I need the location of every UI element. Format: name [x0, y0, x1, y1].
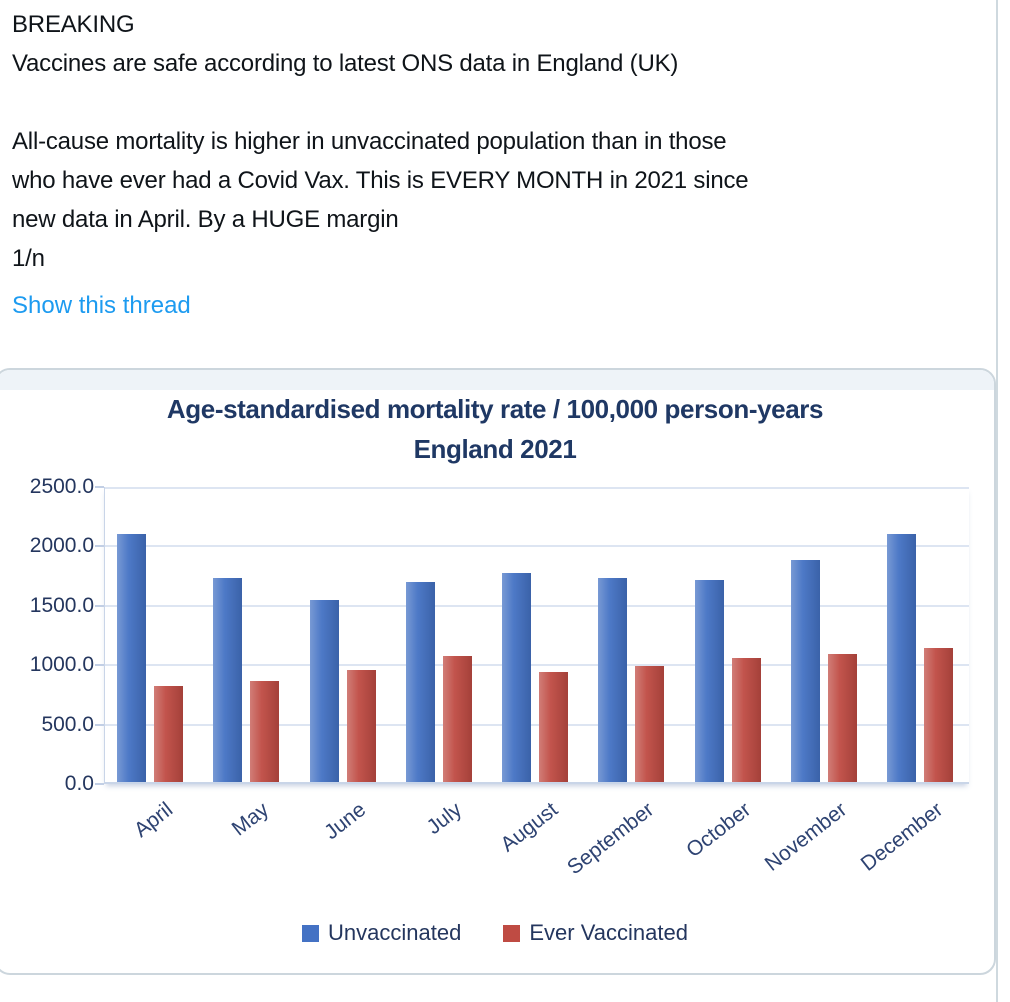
legend-label-ever-vaccinated: Ever Vaccinated — [529, 920, 688, 945]
bar-unvaccinated-august — [502, 572, 531, 783]
bar-unvaccinated-april — [117, 533, 146, 783]
show-thread-link[interactable]: Show this thread — [12, 292, 191, 319]
gridline-2500.0 — [105, 487, 969, 489]
legend-item-ever-vaccinated: Ever Vaccinated — [503, 920, 688, 946]
bar-ever-vaccinated-april — [154, 685, 183, 783]
y-axis-label-2000.0: 2000.0 — [29, 534, 94, 558]
y-tick-1500.0 — [95, 604, 104, 607]
bar-ever-vaccinated-november — [827, 654, 857, 782]
bar-unvaccinated-december — [887, 533, 916, 783]
chart-top-strip — [0, 370, 994, 390]
bar-unvaccinated-october — [694, 580, 724, 782]
bar-unvaccinated-september — [598, 577, 628, 783]
column-divider — [996, 0, 998, 1002]
bar-ever-vaccinated-december — [924, 647, 953, 783]
bar-ever-vaccinated-october — [731, 658, 761, 782]
y-axis-label-1500.0: 1500.0 — [29, 593, 94, 617]
y-tick-2500.0 — [95, 486, 104, 488]
plot-area — [104, 487, 969, 784]
tweet-text: BREAKING Vaccines are safe according to … — [12, 11, 749, 272]
bar-ever-vaccinated-august — [539, 672, 568, 782]
gridline-1500.0 — [105, 604, 969, 607]
y-tick-2000.0 — [95, 545, 104, 548]
bar-unvaccinated-june — [309, 600, 339, 782]
tweet-image-card[interactable]: Age-standardised mortality rate / 100,00… — [0, 368, 996, 975]
legend-swatch-unvaccinated — [302, 924, 320, 942]
bar-unvaccinated-july — [405, 582, 435, 782]
gridline-1000.0 — [105, 664, 969, 667]
legend-item-unvaccinated: Unvaccinated — [302, 920, 461, 946]
y-axis-label-1000.0: 1000.0 — [29, 653, 94, 677]
y-tick-1000.0 — [95, 664, 104, 667]
bar-unvaccinated-november — [790, 559, 820, 783]
gridline-2000.0 — [105, 545, 969, 548]
bar-ever-vaccinated-september — [635, 666, 665, 782]
y-tick-500.0 — [95, 723, 104, 726]
gridline-500.0 — [105, 723, 969, 726]
y-axis-label-2500.0: 2500.0 — [29, 475, 94, 498]
y-tick-0.0 — [95, 783, 104, 785]
chart-title: Age-standardised mortality rate / 100,00… — [166, 394, 824, 424]
chart-legend: Unvaccinated Ever Vaccinated — [0, 920, 994, 946]
chart-subtitle: England 2021 — [413, 434, 577, 464]
bar-ever-vaccinated-june — [346, 670, 376, 782]
legend-swatch-ever-vaccinated — [503, 924, 521, 942]
y-axis-label-0.0: 0.0 — [64, 772, 94, 795]
legend-label-unvaccinated: Unvaccinated — [328, 920, 462, 945]
y-axis-label-500.0: 500.0 — [41, 712, 94, 736]
bar-unvaccinated-may — [213, 577, 243, 783]
bar-ever-vaccinated-may — [250, 681, 280, 782]
bar-ever-vaccinated-july — [442, 656, 472, 782]
